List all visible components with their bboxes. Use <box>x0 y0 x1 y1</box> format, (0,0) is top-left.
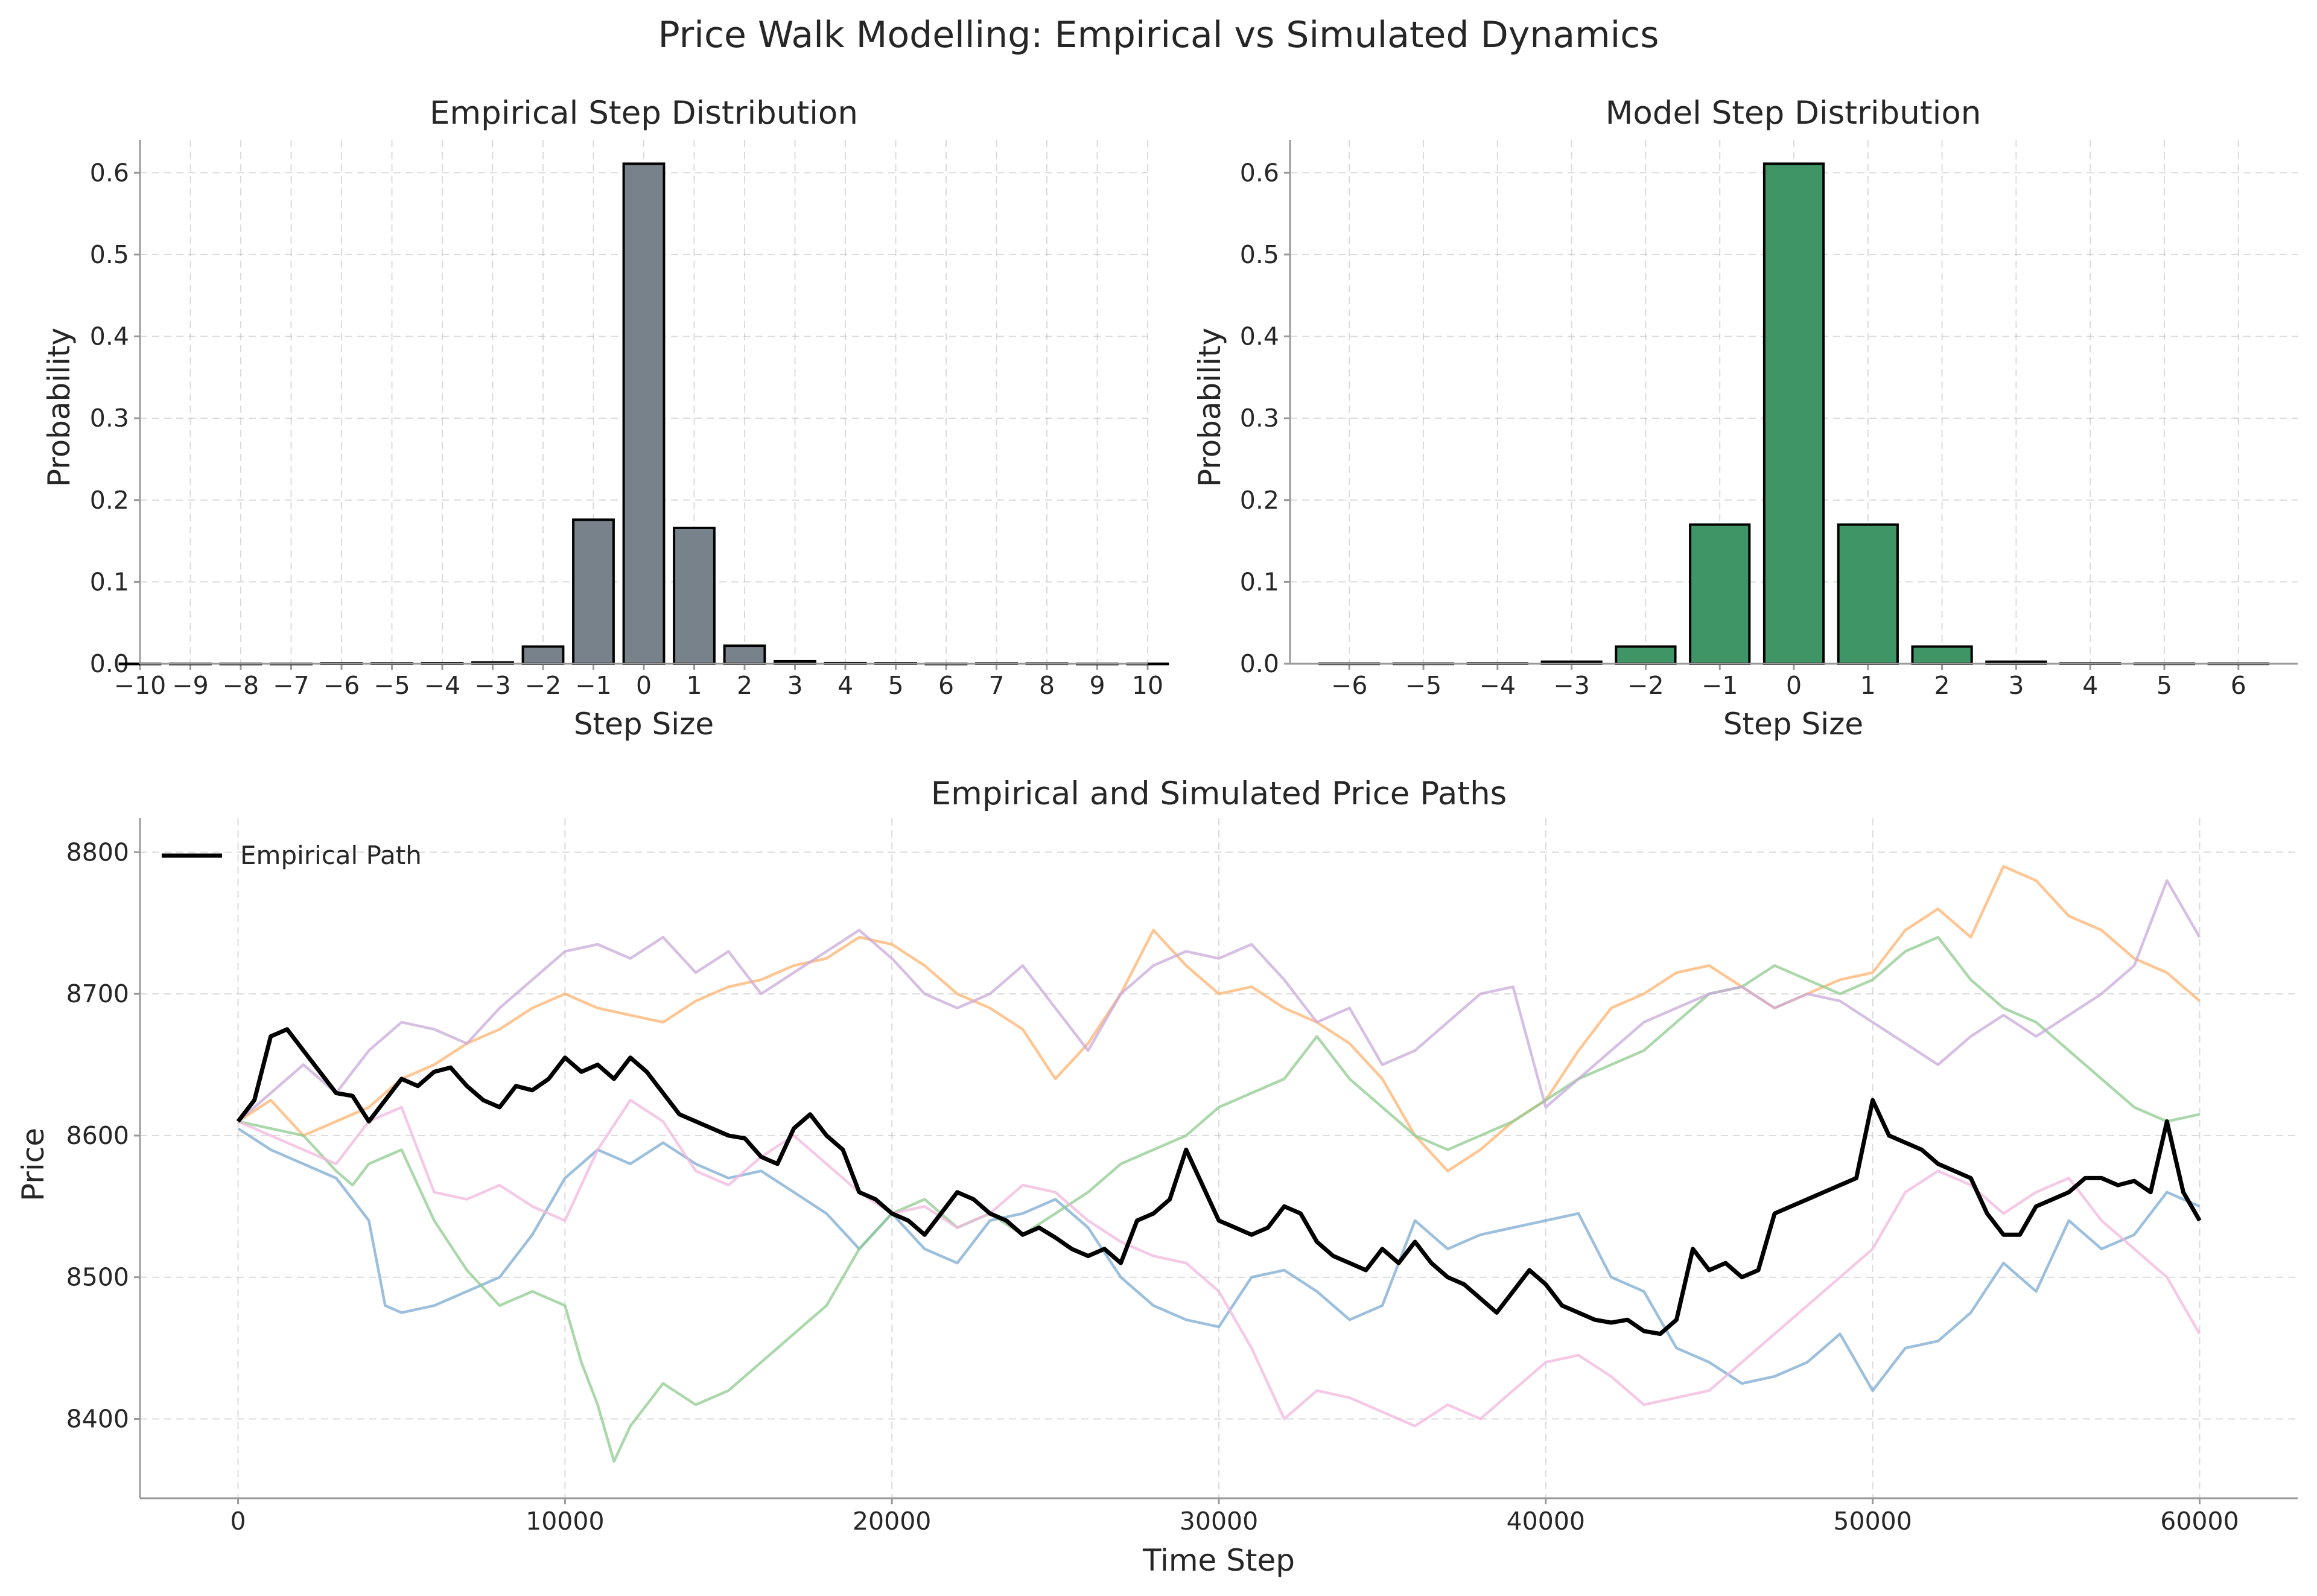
y-tick-label: 0.5 <box>1240 240 1279 269</box>
y-tick-label: 8600 <box>66 1121 129 1150</box>
x-tick-label: −4 <box>1480 671 1516 700</box>
x-tick-label: −5 <box>1405 671 1441 700</box>
x-tick-label: 7 <box>988 671 1004 700</box>
x-tick-label: −10 <box>114 671 167 700</box>
x-tick-label: 10000 <box>526 1507 604 1536</box>
chart-title: Model Step Distribution <box>1606 95 1982 132</box>
bar <box>1837 523 1899 665</box>
y-tick-label: 0.1 <box>90 567 129 596</box>
x-tick-label: 2 <box>737 671 752 700</box>
series-line-simulated-path <box>237 1127 2201 1392</box>
model-step-distribution-chart: Model Step Distribution Step Size Probab… <box>1192 95 2298 742</box>
x-tick-label: 0 <box>230 1507 246 1536</box>
x-tick-label: 5 <box>888 671 903 700</box>
chart-title: Empirical and Simulated Price Paths <box>931 775 1507 812</box>
y-tick-label: 0.2 <box>90 486 129 515</box>
x-tick-label: −7 <box>273 671 309 700</box>
x-tick-label: 1 <box>686 671 702 700</box>
y-tick-label: 0.6 <box>90 158 129 187</box>
x-tick-label: −6 <box>1331 671 1367 700</box>
bar <box>1615 645 1677 666</box>
y-tick-label: 8800 <box>66 838 129 866</box>
x-axis-label: Step Size <box>1723 707 1863 742</box>
x-tick-label: 8 <box>1039 671 1055 700</box>
x-tick-label: −2 <box>525 671 561 700</box>
x-tick-label: 4 <box>2082 671 2098 700</box>
bar <box>723 644 766 665</box>
x-tick-label: −6 <box>323 671 360 700</box>
x-tick-label: 5 <box>2156 671 2172 700</box>
figure-suptitle: Price Walk Modelling: Empirical vs Simul… <box>658 14 1659 56</box>
grid <box>140 818 2298 1498</box>
y-tick-label: 8400 <box>66 1405 129 1434</box>
x-tick-label: −8 <box>223 671 259 700</box>
x-tick-label: 6 <box>2231 671 2246 700</box>
y-tick-label: 0.3 <box>1240 404 1279 433</box>
y-axis-label: Probability <box>42 328 77 487</box>
series-line-simulated-path <box>237 865 2201 1172</box>
y-tick-label: 0.0 <box>1240 649 1279 678</box>
bar <box>572 518 615 665</box>
x-tick-label: −3 <box>474 671 510 700</box>
empirical-step-distribution-chart: Empirical Step Distribution Step Size Pr… <box>42 95 1169 742</box>
x-tick-label: 4 <box>837 671 853 700</box>
x-tick-label: 0 <box>1786 671 1802 700</box>
y-tick-label: 0.5 <box>90 240 129 269</box>
y-tick-label: 0.4 <box>1240 322 1279 351</box>
y-tick-label: 0.6 <box>1240 158 1279 187</box>
y-axis-label: Probability <box>1192 328 1227 487</box>
chart-title: Empirical Step Distribution <box>430 95 858 132</box>
x-tick-label: 20000 <box>853 1507 931 1536</box>
x-tick-label: 6 <box>938 671 954 700</box>
x-axis-label: Time Step <box>1142 1543 1295 1578</box>
bar <box>521 645 565 666</box>
y-tick-label: 0.4 <box>90 322 129 351</box>
x-tick-label: 2 <box>1934 671 1950 700</box>
legend: Empirical Path <box>162 841 422 870</box>
x-tick-label: −5 <box>373 671 410 700</box>
bar <box>622 162 666 665</box>
series-line-simulated-path <box>237 1098 2201 1428</box>
x-tick-label: 0 <box>636 671 652 700</box>
legend-label-empirical-path: Empirical Path <box>240 841 422 870</box>
x-tick-label: 3 <box>2008 671 2024 700</box>
x-tick-label: 10 <box>1132 671 1163 700</box>
x-tick-label: 9 <box>1089 671 1105 700</box>
bar <box>1762 162 1825 665</box>
x-tick-label: −1 <box>1702 671 1738 700</box>
y-axis-label: Price <box>16 1128 51 1201</box>
y-tick-label: 0.2 <box>1240 486 1279 515</box>
x-tick-label: −4 <box>424 671 460 700</box>
x-tick-label: 50000 <box>1833 1507 1912 1536</box>
x-tick-label: 30000 <box>1180 1507 1258 1536</box>
x-tick-label: 3 <box>787 671 803 700</box>
series-line-simulated-path <box>237 879 2201 1123</box>
y-tick-label: 0.3 <box>90 404 129 433</box>
bar <box>1911 645 1973 666</box>
y-tick-label: 0.1 <box>1240 567 1279 596</box>
x-tick-label: 40000 <box>1507 1507 1585 1536</box>
x-tick-label: −9 <box>172 671 208 700</box>
series-line-empirical-path <box>236 1027 2202 1337</box>
x-tick-label: −1 <box>575 671 611 700</box>
price-paths-chart: Empirical and Simulated Price Paths Time… <box>16 775 2298 1578</box>
x-tick-label: 60000 <box>2160 1507 2239 1536</box>
x-tick-label: −3 <box>1553 671 1589 700</box>
x-tick-label: 1 <box>1860 671 1876 700</box>
bar <box>1689 523 1751 665</box>
x-axis-label: Step Size <box>574 707 714 742</box>
x-tick-label: −2 <box>1627 671 1664 700</box>
series-line-simulated-path <box>238 935 2200 1463</box>
bar <box>673 526 716 665</box>
y-tick-label: 8500 <box>66 1263 129 1292</box>
y-tick-label: 8700 <box>66 979 129 1008</box>
